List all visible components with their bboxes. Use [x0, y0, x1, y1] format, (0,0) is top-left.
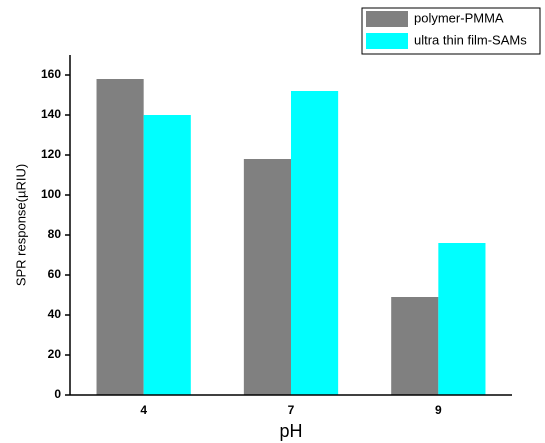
y-tick-label: 60 [48, 267, 62, 281]
bar [291, 91, 339, 395]
y-tick-label: 40 [48, 307, 62, 321]
y-tick-label: 80 [48, 227, 62, 241]
y-tick-label: 20 [48, 347, 62, 361]
bar [96, 79, 144, 395]
x-tick-label: 7 [288, 403, 295, 417]
y-axis-title: SPR response(µRIU) [13, 164, 28, 286]
x-tick-label: 4 [140, 403, 147, 417]
legend-label: ultra thin film-SAMs [414, 32, 527, 47]
legend-swatch [366, 11, 408, 27]
legend-label: polymer-PMMA [414, 10, 504, 25]
bar [391, 297, 439, 395]
y-tick-label: 100 [41, 187, 61, 201]
bar [143, 115, 191, 395]
bar [438, 243, 486, 395]
y-tick-label: 120 [41, 147, 61, 161]
y-tick-label: 140 [41, 107, 61, 121]
bar [243, 159, 291, 395]
y-tick-label: 160 [41, 67, 61, 81]
x-tick-label: 9 [435, 403, 442, 417]
legend-swatch [366, 33, 408, 49]
x-axis-title: pH [279, 421, 302, 441]
y-tick-label: 0 [54, 387, 61, 401]
